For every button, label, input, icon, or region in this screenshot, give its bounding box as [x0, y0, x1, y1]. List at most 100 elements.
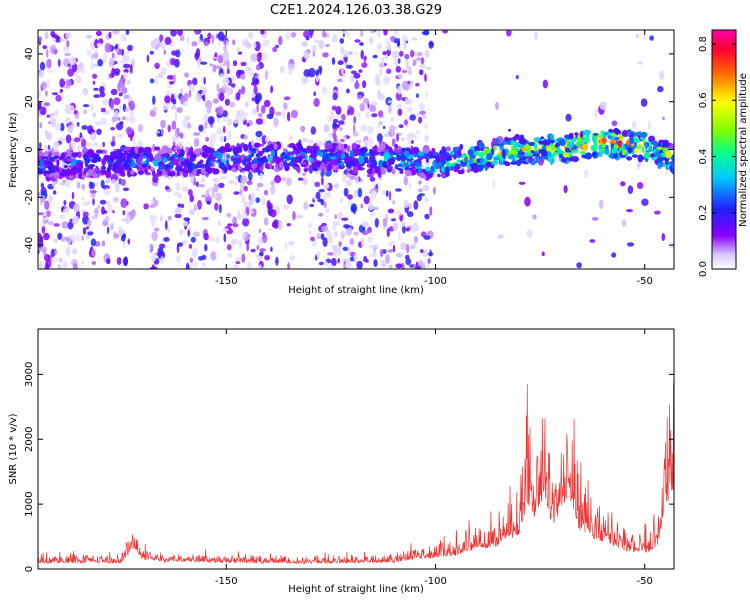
- spectrogram-cell: [654, 210, 661, 215]
- spectrogram-cell: [466, 168, 471, 173]
- spectrogram-cell: [62, 161, 65, 171]
- spectrogram-cell: [424, 196, 429, 203]
- spectrogram-cell: [640, 131, 648, 138]
- spectrogram-cell: [190, 154, 197, 159]
- spectrogram-cell: [67, 235, 72, 245]
- spectrogram-cell: [313, 91, 317, 97]
- spectrogram-cell: [318, 151, 324, 157]
- spectrogram-cell: [72, 215, 80, 225]
- spectrogram-cell: [255, 186, 261, 192]
- spectrogram-cell: [75, 163, 80, 168]
- spectrogram-cell: [325, 32, 330, 39]
- spectrogram-cell: [111, 154, 116, 159]
- spectrogram-cell: [585, 152, 592, 160]
- spectrogram-cell: [206, 200, 211, 205]
- spectrogram-cell: [201, 152, 207, 157]
- spectrogram-cell: [264, 136, 270, 143]
- spectrogram-cell: [228, 180, 235, 184]
- spectrogram-cell: [388, 104, 392, 114]
- spectrogram-cell: [62, 261, 68, 269]
- spectrogram-cell: [124, 108, 130, 112]
- spectrogram-cell: [528, 141, 536, 147]
- spectrogram-cell: [130, 134, 133, 142]
- spectrogram-cell: [46, 114, 51, 118]
- spectrogram-cell: [188, 244, 193, 249]
- spectrogram-cell: [38, 154, 42, 161]
- spectrogram-cell: [88, 148, 93, 154]
- spectrogram-cell: [356, 260, 363, 269]
- spectrogram-cell: [442, 30, 448, 34]
- spectrogram-cell: [146, 54, 150, 63]
- spectrogram-cell: [90, 238, 97, 247]
- spectrogram-cell: [152, 106, 158, 112]
- spectrogram-cell: [310, 236, 315, 242]
- spectrogram-cell: [574, 132, 579, 136]
- spectrogram-cell: [38, 89, 42, 99]
- spectrogram-cell: [371, 101, 379, 106]
- spectrogram-cell: [354, 160, 360, 165]
- spectrogram-cell: [387, 208, 395, 214]
- spectrogram-cell: [428, 42, 434, 47]
- snr-xtick-label: -100: [424, 576, 447, 587]
- spectrogram-cell: [151, 231, 158, 241]
- spectrogram-cell: [285, 153, 291, 161]
- spectrogram-cell: [249, 198, 254, 206]
- spectrogram-cell: [371, 159, 378, 168]
- spectrogram-cell: [217, 220, 222, 226]
- spectrogram-cell: [238, 51, 243, 55]
- spectrogram-cell: [67, 68, 75, 77]
- spectrogram-cell: [602, 137, 607, 144]
- spectrogram-cell: [274, 156, 281, 165]
- spectrogram-cell: [111, 178, 117, 184]
- spectrogram-cell: [76, 122, 80, 127]
- spectrogram-cell: [195, 93, 202, 103]
- spectrogram-cell: [367, 137, 374, 146]
- spectrogram-cell: [325, 44, 330, 47]
- spectrogram-cell: [418, 116, 423, 124]
- spectrogram-cell: [419, 64, 426, 68]
- spectrogram-cell: [259, 251, 264, 257]
- spectrogram-cell: [89, 189, 97, 194]
- spectrogram-cell: [65, 134, 72, 144]
- spectrogram-cell: [355, 139, 362, 144]
- spectrogram-cell: [394, 58, 398, 67]
- spectrogram-cell: [418, 180, 422, 185]
- spectrogram-cell: [65, 158, 73, 162]
- spectrogram-cell: [192, 77, 198, 86]
- spectrogram-cell: [181, 203, 184, 209]
- spectrogram-cell: [580, 140, 585, 145]
- spectrogram-cell: [120, 59, 126, 64]
- spectrogram-cell: [422, 249, 429, 257]
- spectrogram-cell: [120, 198, 128, 209]
- spectrogram-cell: [123, 68, 129, 74]
- spectrogram-cell: [359, 42, 364, 46]
- spectrogram-cell: [95, 155, 101, 162]
- spectrogram-cell: [82, 227, 87, 235]
- spectrogram-cell: [424, 134, 429, 143]
- spectrogram-cell: [391, 138, 396, 147]
- spectrogram-cell: [118, 92, 123, 97]
- spectrogram-cell: [318, 40, 325, 49]
- spectrogram-cell: [334, 247, 338, 257]
- spectrogram-cell: [349, 149, 355, 158]
- spectrogram-cell: [73, 203, 80, 213]
- spectrogram-cell: [201, 216, 209, 221]
- spectrogram-cell: [237, 165, 242, 171]
- spectrogram-cell: [259, 158, 265, 163]
- spectrogram-cell: [112, 196, 120, 204]
- spectrogram-cell: [144, 168, 149, 174]
- spectrogram-cell: [425, 90, 428, 101]
- spectrogram-cell: [288, 67, 293, 75]
- spectrogram-cell: [236, 214, 244, 220]
- spectrogram-cell: [99, 199, 107, 205]
- spectrogram-cell: [387, 165, 393, 170]
- spectrogram-cell: [513, 152, 519, 160]
- spectrogram-cell: [367, 226, 372, 234]
- spectrogram-cell: [212, 98, 219, 104]
- spectrogram-cell: [113, 97, 121, 106]
- spectrogram-cell: [661, 233, 666, 241]
- spectrogram-cell: [356, 94, 363, 100]
- spectrogram-cell: [242, 232, 247, 238]
- spectrogram-cell: [50, 119, 56, 128]
- spectrogram-cell: [360, 124, 368, 132]
